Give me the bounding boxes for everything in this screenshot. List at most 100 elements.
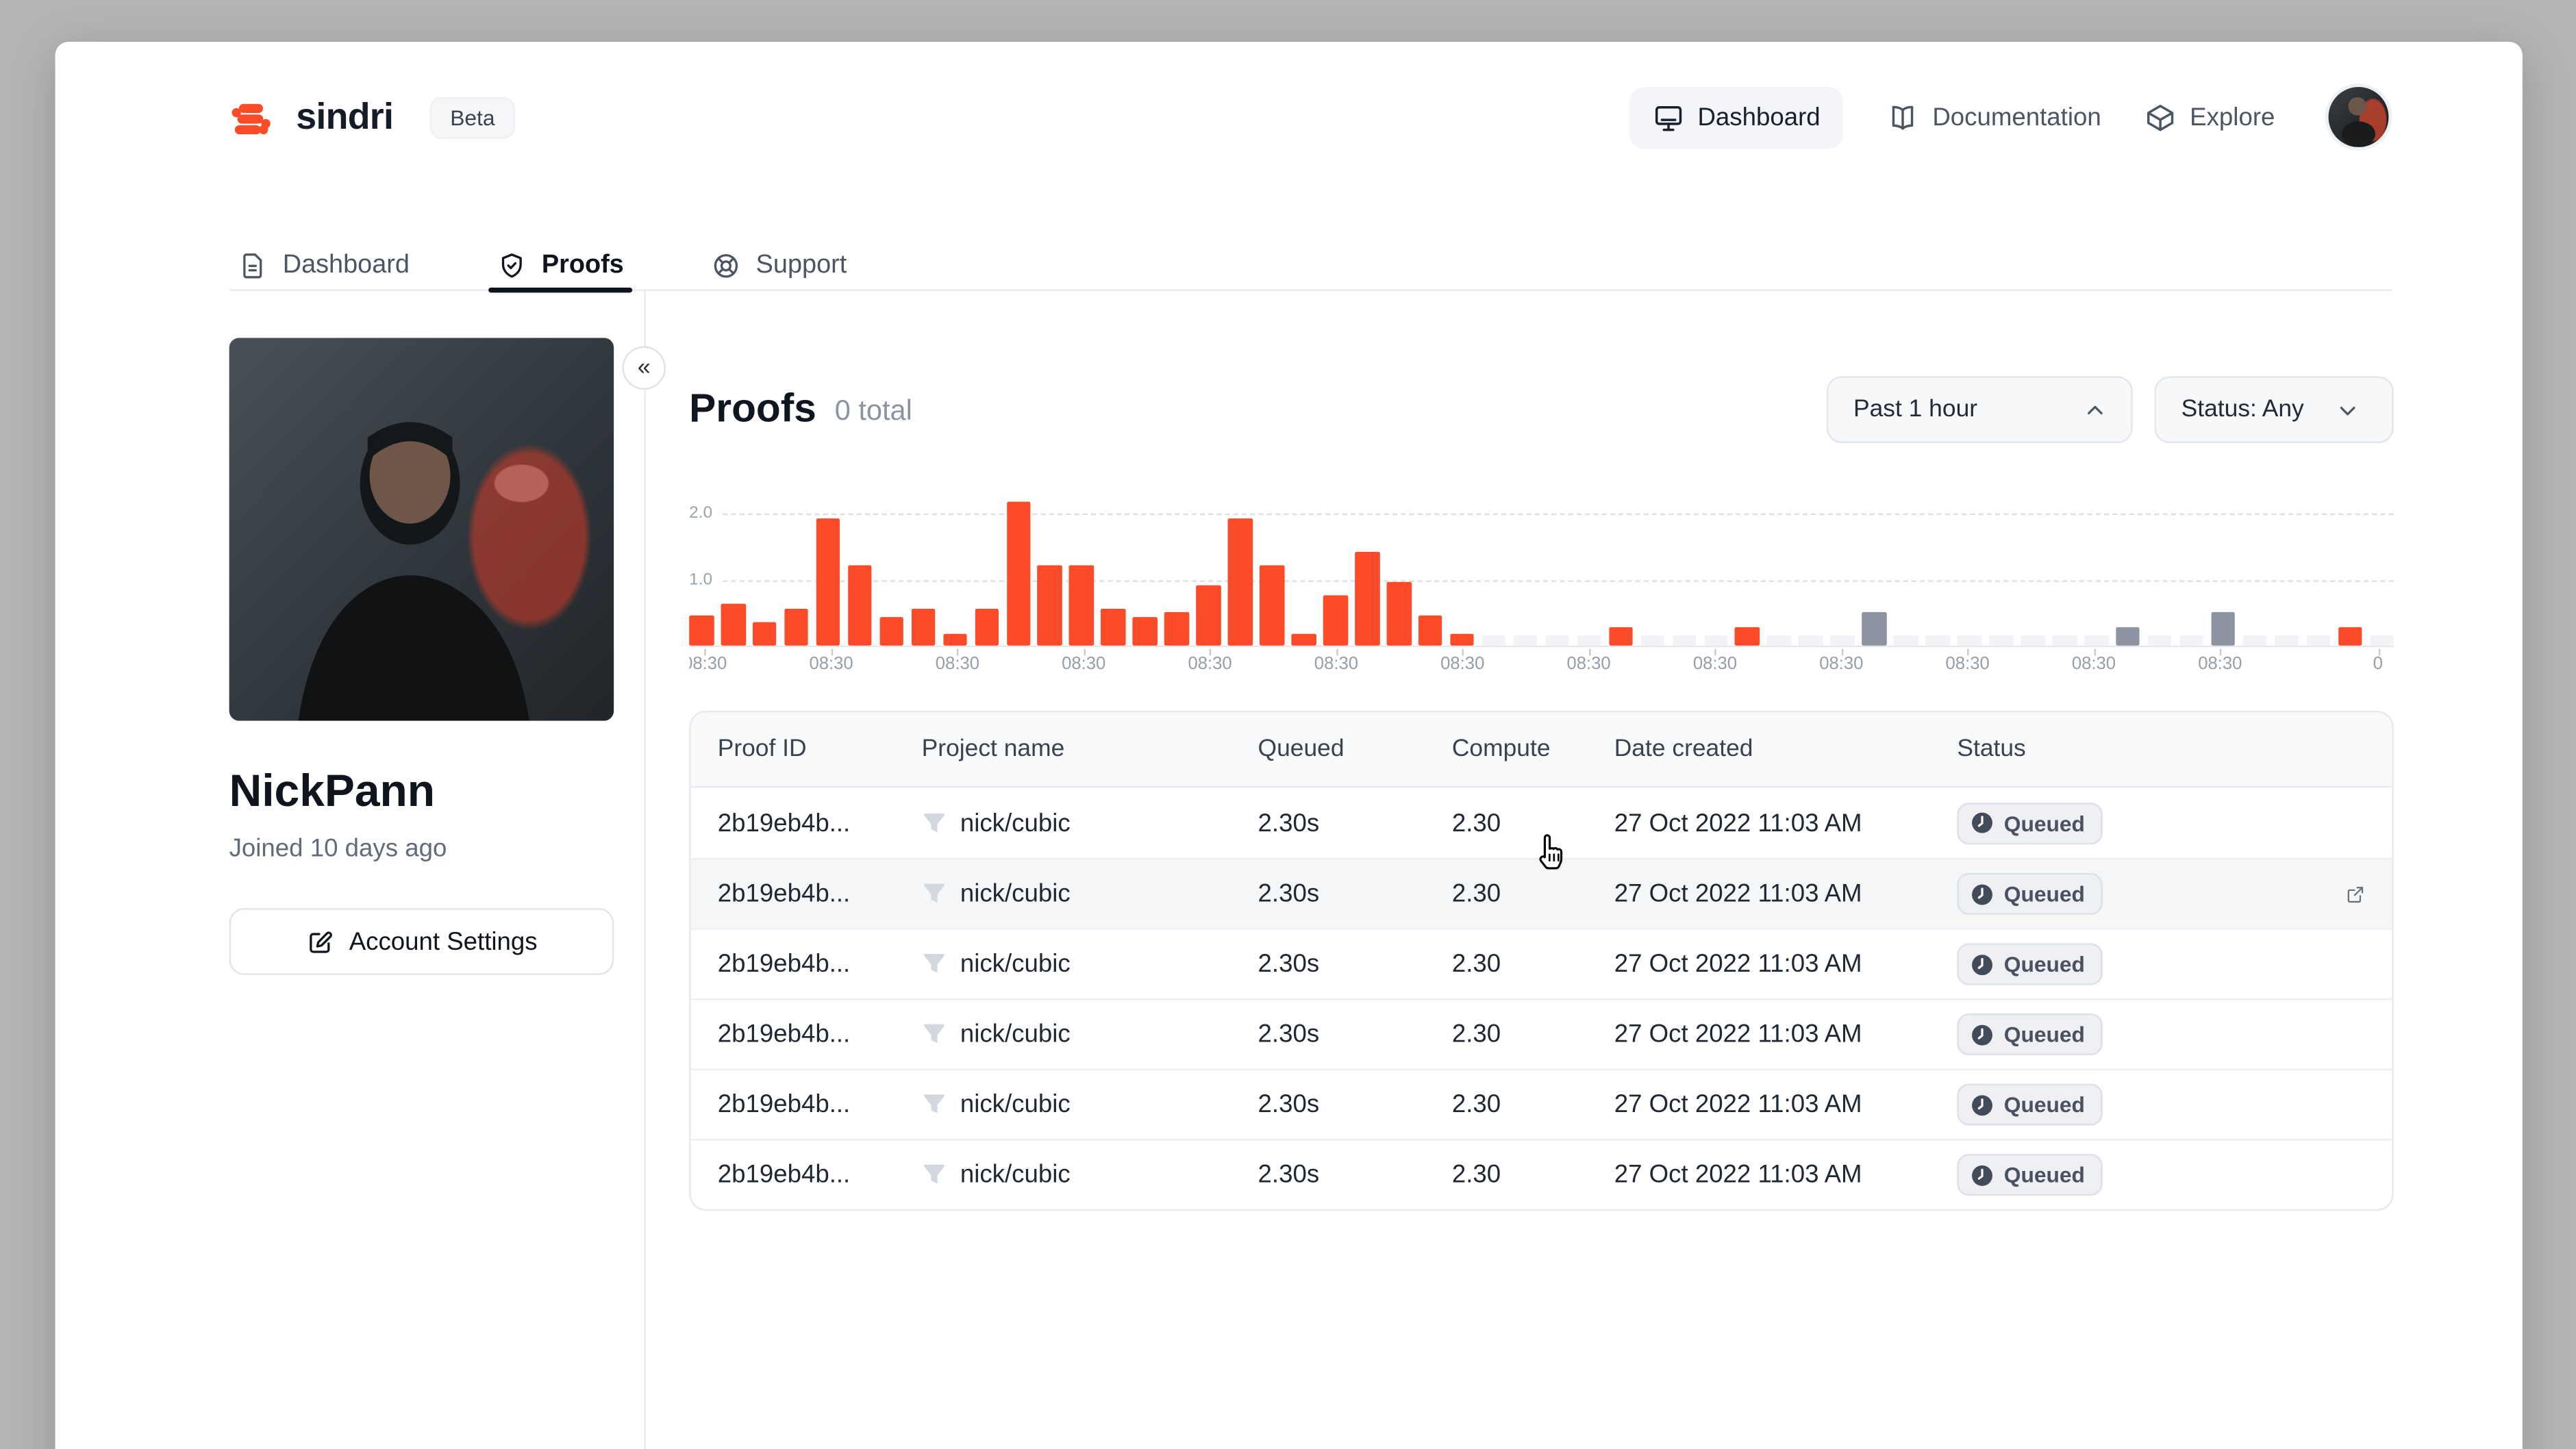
chart-bar <box>2116 627 2140 646</box>
main-panel: Proofs 0 total Past 1 hour Status: Any <box>689 376 2394 1211</box>
chart-bar <box>1038 565 1062 646</box>
open-proof-link[interactable] <box>2318 1161 2392 1188</box>
clock-icon <box>1972 953 1992 974</box>
chart-bar <box>1386 581 1412 646</box>
collapse-sidebar-button[interactable]: « <box>622 346 666 390</box>
cell-date-created: 27 Oct 2022 11:03 AM <box>1614 1020 1862 1049</box>
beta-badge: Beta <box>429 96 515 138</box>
person-silhouette <box>298 422 529 721</box>
x-tick-mark <box>1967 648 1970 656</box>
x-tick-label: 08:30 <box>1314 653 1358 675</box>
chart-bar-empty <box>1640 635 1665 646</box>
cell-date-created: 27 Oct 2022 11:03 AM <box>1614 879 1862 909</box>
account-settings-button[interactable]: Account Settings <box>229 908 614 975</box>
cell-project-name: nick/cubic <box>895 880 1231 908</box>
chart-bar <box>1450 633 1475 646</box>
status-badge: Queued <box>1957 1154 2103 1196</box>
chart-bar <box>911 608 936 646</box>
x-tick-label: 08:30 <box>1188 653 1232 675</box>
tab-proofs[interactable]: Proofs <box>488 241 633 293</box>
table-header: Proof ID Project name Queued Compute Dat… <box>690 712 2392 788</box>
cell-date-created: 27 Oct 2022 11:03 AM <box>1614 950 1862 979</box>
chart-bar <box>1069 565 1095 646</box>
nav-documentation[interactable]: Documentation <box>1887 101 2101 133</box>
chart-bar <box>879 617 904 646</box>
cell-compute: 2.30 <box>1451 879 1501 909</box>
title-row: Proofs 0 total Past 1 hour Status: Any <box>689 376 2394 444</box>
chart-bar-empty <box>2369 635 2394 646</box>
x-tick-label: 08:30 <box>2198 653 2242 675</box>
clock-icon <box>1972 1094 1992 1116</box>
table-row[interactable]: 2b19eb4b... nick/cubic 2.30s 2.30 27 Oct 202… <box>691 788 2392 858</box>
chart-bar <box>1418 615 1443 646</box>
user-avatar[interactable] <box>2325 84 2392 151</box>
chart-bar <box>689 615 714 646</box>
cell-queued: 2.30s <box>1258 1020 1320 1049</box>
chevron-up-icon <box>2088 405 2103 414</box>
cell-queued: 2.30s <box>1258 879 1320 909</box>
project-icon <box>923 954 945 973</box>
profile-photo <box>229 338 614 721</box>
cell-proof-id: 2b19eb4b... <box>717 950 851 979</box>
chart-bar <box>1608 627 1634 646</box>
col-compute: Compute <box>1451 735 1551 763</box>
chart-bar-empty <box>2305 635 2331 646</box>
col-status: Status <box>1957 735 2026 763</box>
top-nav: Dashboard Documentation Explore <box>1629 84 2392 151</box>
x-tick-mark <box>1841 648 1843 656</box>
table-row[interactable]: 2b19eb4b... nick/cubic 2.30s 2.30 27 Oct 202… <box>690 857 2392 929</box>
tab-dashboard[interactable]: Dashboard <box>229 241 418 290</box>
external-link-icon <box>2347 885 2364 902</box>
nav-dashboard[interactable]: Dashboard <box>1629 86 1844 149</box>
time-range-select[interactable]: Past 1 hour <box>1826 376 2133 444</box>
chart-bar <box>752 622 777 646</box>
x-tick-mark <box>1462 648 1464 656</box>
sindri-logo-icon <box>232 103 271 135</box>
x-tick-mark <box>1588 648 1591 656</box>
status-select[interactable]: Status: Any <box>2154 376 2394 444</box>
open-proof-link[interactable] <box>2318 1021 2392 1048</box>
table-body: 2b19eb4b... nick/cubic 2.30s 2.30 27 Oct 202… <box>690 788 2392 1209</box>
double-chevron-left-icon: « <box>637 353 651 380</box>
nav-explore[interactable]: Explore <box>2144 101 2275 133</box>
chart-bar <box>2338 627 2362 646</box>
tab-dashboard-label: Dashboard <box>282 250 410 279</box>
cube-icon <box>2147 103 2174 131</box>
y-axis-label-2: 2.0 <box>689 504 721 523</box>
x-tick-mark <box>2093 648 2096 656</box>
x-tick-mark <box>1714 648 1717 656</box>
chart-bar-empty <box>1988 635 2014 646</box>
lifebuoy-icon <box>714 253 738 277</box>
chart-bar <box>1196 585 1221 646</box>
clock-icon <box>1972 1164 1992 1185</box>
open-proof-link[interactable] <box>2318 950 2392 977</box>
app-window: sindri Beta Dashboard Documentation <box>55 42 2523 1449</box>
chart-x-axis: 08:30 08:30 08:30 08:30 08:30 08:30 08:30 08:30… <box>689 647 2394 674</box>
open-proof-link[interactable] <box>2318 881 2392 907</box>
chart-bar-empty <box>1513 635 1538 646</box>
chart-bar <box>721 603 746 646</box>
open-proof-link[interactable] <box>2318 1092 2392 1118</box>
chart-bar-empty <box>2084 635 2109 646</box>
open-proof-link[interactable] <box>2318 809 2392 836</box>
chart-bar-empty <box>2147 635 2172 646</box>
table-row[interactable]: 2b19eb4b... nick/cubic 2.30s 2.30 27 Oct 202… <box>690 1139 2392 1209</box>
status-badge: Queued <box>1957 1013 2103 1056</box>
table-row[interactable]: 2b19eb4b... nick/cubic 2.30s 2.30 27 Oct 202… <box>690 998 2392 1069</box>
tab-support[interactable]: Support <box>703 241 855 290</box>
chart-bar <box>1101 608 1126 646</box>
x-tick-mark <box>1210 648 1212 656</box>
table-row[interactable]: 2b19eb4b... nick/cubic 2.30s 2.30 27 Oct 202… <box>690 1068 2392 1139</box>
cell-proof-id: 2b19eb4b... <box>717 879 851 909</box>
chart-bar <box>942 633 968 646</box>
chart-bar <box>1291 633 1316 646</box>
page-title: Proofs <box>689 386 816 432</box>
table-row[interactable]: 2b19eb4b... nick/cubic 2.30s 2.30 27 Oct 202… <box>690 928 2392 998</box>
chart-bar <box>816 518 840 646</box>
chart-bar-empty <box>1894 635 1918 646</box>
brand-name: sindri <box>296 95 394 138</box>
account-settings-label: Account Settings <box>349 927 538 956</box>
x-tick-label: 08:30 <box>809 653 853 675</box>
x-tick-mark <box>2377 648 2380 656</box>
chart-bar-empty <box>2052 635 2077 646</box>
